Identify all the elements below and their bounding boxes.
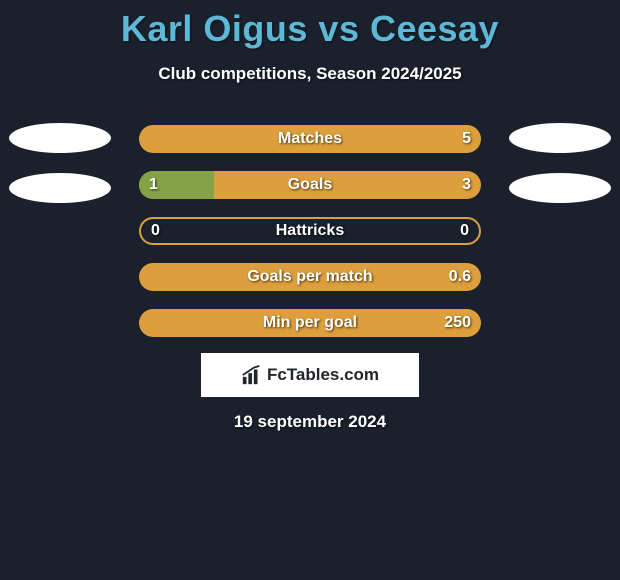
stat-row: Matches5 (0, 116, 620, 162)
stat-bar: Min per goal250 (139, 309, 481, 337)
stat-value-right: 5 (462, 130, 471, 148)
stat-row: Goals per match0.6 (0, 254, 620, 300)
stat-label: Goals per match (139, 268, 481, 286)
stat-value-right: 3 (462, 176, 471, 194)
chart-icon (241, 364, 263, 386)
logo-box: FcTables.com (201, 353, 419, 397)
stat-label: Min per goal (139, 314, 481, 332)
stat-bar: Goals13 (139, 171, 481, 199)
stat-label: Hattricks (141, 222, 479, 240)
stat-value-right: 0.6 (449, 268, 471, 286)
player-ellipse-left (9, 173, 111, 203)
stat-value-right: 0 (460, 222, 469, 240)
stat-bar: Goals per match0.6 (139, 263, 481, 291)
player-ellipse-right (509, 173, 611, 203)
date-text: 19 september 2024 (0, 412, 620, 432)
subtitle: Club competitions, Season 2024/2025 (0, 64, 620, 84)
page-title: Karl Oigus vs Ceesay (0, 0, 620, 50)
player-ellipse-left (9, 123, 111, 153)
stat-row: Min per goal250 (0, 300, 620, 346)
stat-value-left: 0 (151, 222, 160, 240)
stat-row: Hattricks0 0 (0, 208, 620, 254)
stat-value-left: 1 (149, 176, 158, 194)
logo: FcTables.com (241, 364, 379, 386)
stat-row: Goals13 (0, 162, 620, 208)
logo-text: FcTables.com (267, 365, 379, 385)
stat-bar: Hattricks0 0 (139, 217, 481, 245)
player-ellipse-right (509, 123, 611, 153)
stat-label: Matches (139, 130, 481, 148)
stat-value-right: 250 (444, 314, 471, 332)
stats-rows: Matches5Goals13Hattricks00Goals per matc… (0, 116, 620, 346)
stat-bar: Matches5 (139, 125, 481, 153)
